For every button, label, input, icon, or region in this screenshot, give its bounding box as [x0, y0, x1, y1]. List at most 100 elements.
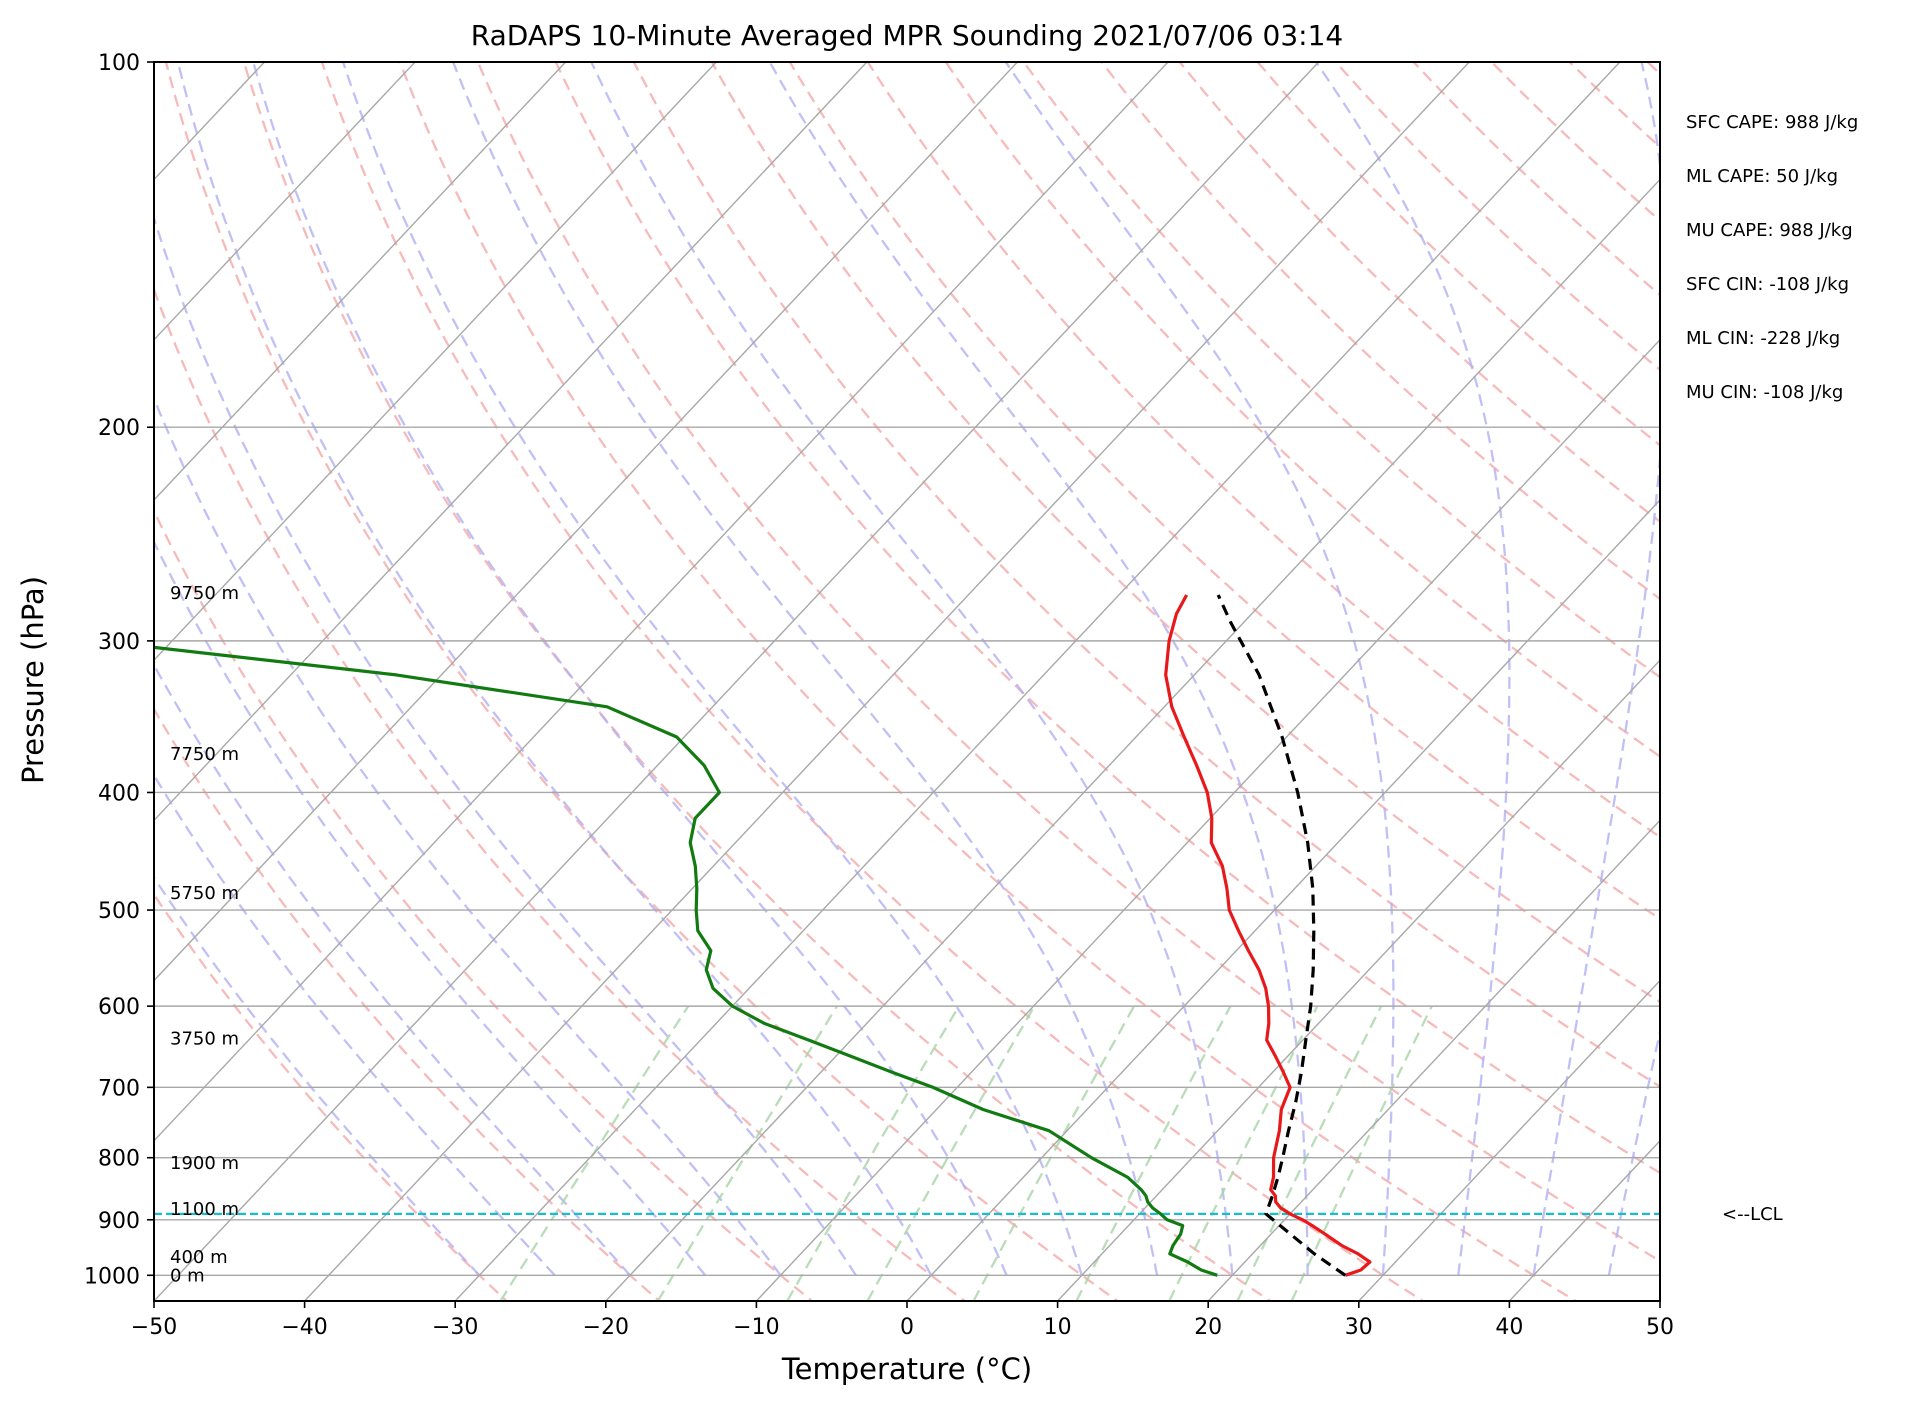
stat-line: ML CAPE: 50 J/kg	[1686, 166, 1838, 187]
moist-adiabat	[154, 214, 857, 1276]
plot-area: 9750 m 7750 m 5750 m 3750 m 1900 m 1100 m 400 …	[154, 62, 1660, 1301]
sounding-profiles	[154, 594, 1372, 1277]
dry-adiabat	[1412, 62, 1660, 297]
dry-adiabat	[944, 62, 1660, 758]
isotherm	[1057, 659, 1660, 1301]
isotherm	[454, 62, 1621, 1301]
moist-adiabat	[452, 62, 1159, 1276]
moist-adiabat	[341, 62, 1083, 1276]
height-label: 9750 m	[170, 583, 239, 604]
isotherm	[154, 62, 567, 501]
height-label: 1900 m	[170, 1153, 239, 1174]
mixing-ratio-line	[1236, 1005, 1383, 1301]
x-tick-label: −30	[432, 1315, 478, 1340]
dewpoint-profile	[154, 645, 1218, 1277]
dry-adiabat	[398, 62, 1578, 1301]
moist-adiabat	[1004, 62, 1395, 1276]
dry-adiabat	[632, 62, 1660, 1088]
isotherm	[1207, 819, 1660, 1301]
background-reference-lines	[154, 62, 1660, 1301]
dry-adiabat	[1334, 62, 1660, 372]
moist-adiabat	[154, 875, 481, 1277]
stat-line: MU CIN: -108 J/kg	[1686, 382, 1843, 403]
dry-adiabat	[1022, 62, 1660, 679]
x-tick-label: 30	[1345, 1315, 1373, 1340]
isotherm	[154, 62, 1169, 1142]
mixing-ratio-line	[1290, 1005, 1433, 1301]
dry-adiabat	[164, 62, 1120, 1301]
moist-adiabat	[1532, 62, 1660, 1276]
dry-adiabat	[154, 892, 509, 1301]
dry-adiabat	[154, 508, 814, 1301]
stat-line: SFC CIN: -108 J/kg	[1686, 274, 1849, 295]
mixing-ratio-line	[656, 1005, 838, 1301]
x-tick-label: −40	[281, 1315, 327, 1340]
stat-line: MU CAPE: 988 J/kg	[1686, 220, 1853, 241]
chart-title: RaDAPS 10-Minute Averaged MPR Sounding 2…	[471, 19, 1343, 52]
x-tick-label: 10	[1044, 1315, 1072, 1340]
height-label: 7750 m	[170, 744, 239, 765]
isotherm	[154, 62, 717, 662]
stat-line: ML CIN: -228 J/kg	[1686, 328, 1840, 349]
temperature-profile	[1164, 594, 1372, 1277]
isotherm	[1358, 979, 1660, 1301]
moist-adiabat	[176, 62, 933, 1276]
y-axis-label: Pressure (hPa)	[16, 576, 50, 784]
instability-stats: SFC CAPE: 988 J/kg ML CAPE: 50 J/kg MU CAP…	[1686, 112, 1858, 403]
stat-line: SFC CAPE: 988 J/kg	[1686, 112, 1858, 133]
moist-adiabat	[1315, 62, 1511, 1276]
height-label: 400 m	[170, 1247, 228, 1268]
y-tick-label: 500	[98, 899, 140, 924]
x-tick-label: −10	[733, 1315, 779, 1340]
isotherm	[906, 498, 1660, 1301]
moist-adiabat	[154, 662, 631, 1277]
dry-adiabat	[320, 62, 1426, 1301]
height-label: 5750 m	[170, 883, 239, 904]
moist-adiabat	[154, 539, 707, 1277]
y-axis-ticks: 100 200 300 400 500 600 700 800 900 1000	[84, 51, 154, 1289]
dry-adiabat	[710, 62, 1660, 1004]
mixing-ratio-line	[1075, 1005, 1232, 1301]
y-tick-label: 900	[98, 1209, 140, 1234]
lcl-label: <--LCL	[1722, 1204, 1783, 1225]
isotherm	[154, 62, 416, 341]
y-tick-label: 400	[98, 781, 140, 806]
y-tick-label: 100	[98, 51, 140, 76]
mixing-ratio-line	[1168, 1005, 1319, 1301]
isotherm	[154, 62, 868, 822]
y-tick-label: 1000	[84, 1264, 140, 1289]
dry-adiabat	[1256, 62, 1660, 447]
pressure-gridlines	[154, 62, 1660, 1276]
dry-adiabat	[788, 62, 1660, 921]
dry-adiabat	[154, 706, 662, 1301]
height-label: 0 m	[170, 1265, 205, 1286]
x-tick-label: −20	[583, 1315, 629, 1340]
isotherm	[605, 178, 1660, 1301]
height-label: 3750 m	[170, 1029, 239, 1050]
dry-adiabat	[1100, 62, 1660, 601]
x-tick-label: 50	[1646, 1315, 1674, 1340]
isotherm	[154, 62, 1320, 1301]
y-tick-label: 700	[98, 1076, 140, 1101]
height-label: 1100 m	[170, 1199, 239, 1220]
x-tick-label: −50	[131, 1315, 177, 1340]
moist-adiabat	[768, 62, 1309, 1276]
y-tick-label: 600	[98, 995, 140, 1020]
x-tick-label: 20	[1194, 1315, 1222, 1340]
parcel-profile	[1216, 594, 1347, 1277]
y-tick-label: 300	[98, 630, 140, 655]
x-tick-label: 0	[900, 1315, 914, 1340]
x-axis-ticks: −50 −40 −30 −20 −10 0 10 20 30 40 50	[131, 1301, 1674, 1340]
x-tick-label: 40	[1495, 1315, 1523, 1340]
y-tick-label: 200	[98, 416, 140, 441]
y-tick-label: 800	[98, 1147, 140, 1172]
dry-adiabat	[554, 62, 1660, 1175]
height-labels: 9750 m 7750 m 5750 m 3750 m 1900 m 1100 m 400 …	[170, 583, 239, 1286]
x-axis-label: Temperature (°C)	[781, 1352, 1032, 1386]
dry-adiabat	[866, 62, 1660, 839]
moist-adiabat	[590, 62, 1234, 1276]
moist-adiabat	[1607, 1026, 1660, 1276]
dry-adiabat	[1178, 62, 1660, 524]
isotherm	[304, 62, 1470, 1301]
